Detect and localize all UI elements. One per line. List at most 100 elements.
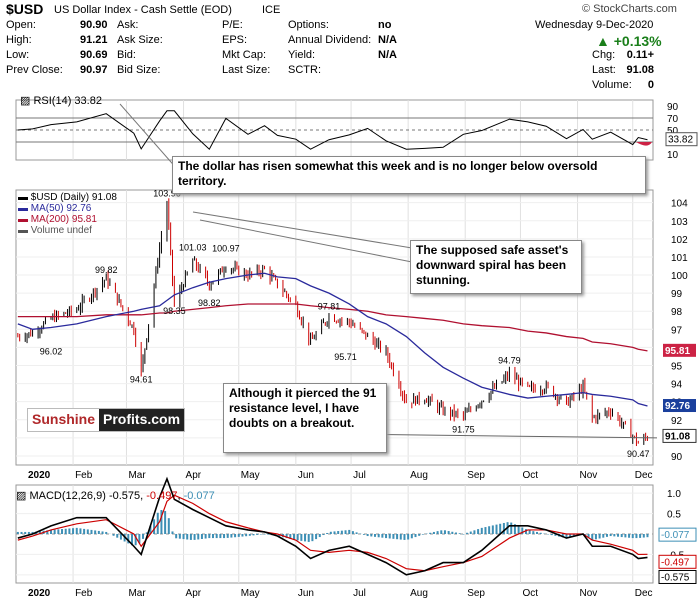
quote-label: Last: bbox=[592, 64, 616, 76]
price-tick-label: 90 bbox=[671, 452, 683, 463]
macd-histogram-bar bbox=[94, 530, 97, 534]
price-annotation: 98.35 bbox=[163, 306, 186, 316]
x-year-label: 2020 bbox=[28, 470, 51, 481]
x-month-label: Nov bbox=[580, 588, 598, 599]
quote-label: Volume: bbox=[592, 79, 632, 91]
x-month-label: Apr bbox=[186, 588, 202, 599]
macd-histogram-bar bbox=[329, 531, 332, 534]
macd-histogram-bar bbox=[443, 530, 446, 534]
macd-histogram-bar bbox=[340, 530, 343, 534]
macd-histogram-bar bbox=[617, 534, 620, 537]
macd-histogram-bar bbox=[572, 534, 575, 537]
macd-histogram-bar bbox=[392, 534, 395, 539]
rsi-tick-label: 10 bbox=[667, 150, 679, 161]
macd-histogram-bar bbox=[455, 532, 458, 534]
macd-histogram-bar bbox=[285, 534, 288, 539]
brand-watermark: © StockCharts.com bbox=[582, 3, 677, 15]
macd-histogram-bar bbox=[620, 534, 623, 538]
ma50-line bbox=[17, 272, 648, 407]
ma50-badge bbox=[663, 399, 696, 413]
macd-histogram-bar bbox=[64, 528, 67, 534]
x-month-label: May bbox=[241, 588, 260, 599]
macd-histogram-bar bbox=[532, 531, 535, 534]
macd-histogram-bar bbox=[374, 534, 377, 537]
macd-histogram-bar bbox=[466, 532, 469, 534]
x-month-label: Oct bbox=[522, 588, 538, 599]
macd-histogram-bar bbox=[539, 532, 542, 534]
quote-label: Bid: bbox=[117, 49, 136, 61]
symbol: $USD bbox=[6, 1, 44, 17]
price-annotation: 95.71 bbox=[334, 352, 357, 362]
price-tick-label: 98 bbox=[671, 307, 683, 318]
price-tick-label: 92 bbox=[671, 416, 683, 427]
macd-histogram-bar bbox=[175, 534, 178, 539]
price-tick-label: 104 bbox=[671, 199, 688, 210]
ma50-badge-text: 92.76 bbox=[665, 401, 690, 412]
macd-histogram-bar bbox=[90, 529, 93, 534]
macd-histogram-bar bbox=[296, 534, 299, 541]
macd-badge bbox=[658, 569, 697, 584]
rsi-label: ▨ RSI(14) 33.82 bbox=[20, 95, 102, 107]
price-tick-label: 100 bbox=[671, 271, 688, 282]
rsi-line bbox=[17, 110, 648, 151]
x-month-label: Apr bbox=[186, 470, 202, 481]
macd-histogram-bar bbox=[337, 531, 340, 534]
macd-histogram-bar bbox=[646, 534, 649, 538]
macd-histogram-bar bbox=[480, 527, 483, 534]
ma200-line bbox=[17, 303, 648, 352]
macd-histogram-bar bbox=[105, 531, 108, 534]
macd-histogram-bar bbox=[565, 534, 568, 539]
x-month-label: Mar bbox=[128, 588, 146, 599]
macd-histogram-bar bbox=[462, 534, 465, 535]
macd-histogram-bar bbox=[311, 534, 314, 542]
macd-histogram-bar bbox=[267, 534, 270, 535]
price-legend-item: ▬ Volume undef bbox=[18, 225, 92, 236]
x-month-label: Mar bbox=[128, 470, 146, 481]
macd-histogram-bar bbox=[72, 528, 75, 534]
quote-value: N/A bbox=[378, 34, 397, 46]
macd-histogram-bar bbox=[86, 529, 89, 534]
last-price-badge bbox=[662, 428, 697, 443]
rsi-last-badge-text: 33.82 bbox=[668, 135, 693, 146]
x-month-label: Dec bbox=[635, 588, 653, 599]
macd-histogram-bar bbox=[477, 529, 480, 534]
macd-histogram-bar bbox=[502, 522, 505, 534]
macd-histogram-bar bbox=[223, 534, 226, 539]
macd-histogram-bar bbox=[24, 531, 27, 534]
macd-histogram-bar bbox=[432, 531, 435, 534]
price-legend-item: ▬ MA(50) 92.76 bbox=[18, 203, 92, 214]
macd-histogram-bar bbox=[609, 534, 612, 537]
x-month-label: Feb bbox=[75, 588, 93, 599]
x-month-label: Sep bbox=[467, 588, 485, 599]
macd-histogram-bar bbox=[521, 527, 524, 534]
macd-histogram-bar bbox=[318, 534, 321, 538]
quote-value: N/A bbox=[378, 49, 397, 61]
macd-histogram-bar bbox=[517, 525, 520, 534]
macd-histogram-bar bbox=[388, 534, 391, 539]
quote-label: Ask: bbox=[117, 19, 139, 31]
macd-tick-label: 0.5 bbox=[667, 510, 681, 521]
macd-legend-icon: ▨ bbox=[16, 490, 27, 502]
price-legend-item: ▬ $USD (Daily) 91.08 bbox=[18, 192, 117, 203]
macd-histogram-bar bbox=[613, 534, 616, 537]
macd-histogram-bar bbox=[57, 529, 60, 534]
macd-histogram-bar bbox=[495, 524, 498, 534]
macd-histogram-bar bbox=[436, 531, 439, 534]
support-line bbox=[354, 433, 658, 439]
macd-histogram-bar bbox=[528, 530, 531, 534]
x-month-label: Aug bbox=[410, 588, 428, 599]
quote-label: EPS: bbox=[222, 34, 248, 46]
macd-histogram-bar bbox=[61, 529, 64, 534]
macd-histogram-bar bbox=[182, 534, 185, 540]
macd-histogram-bar bbox=[75, 527, 78, 534]
x-month-label: Nov bbox=[580, 470, 598, 481]
macd-histogram-bar bbox=[160, 510, 163, 534]
price-legend-item: ▬ MA(200) 95.81 bbox=[18, 214, 97, 225]
macd-histogram-bar bbox=[429, 532, 432, 534]
macd-histogram-bar bbox=[304, 534, 307, 542]
macd-histogram-bar bbox=[245, 534, 248, 537]
quote-label: Mkt Cap: bbox=[222, 49, 267, 61]
macd-histogram-bar bbox=[138, 534, 141, 544]
price-annotation: 97.81 bbox=[318, 301, 341, 311]
macd-histogram-bar bbox=[300, 534, 303, 541]
